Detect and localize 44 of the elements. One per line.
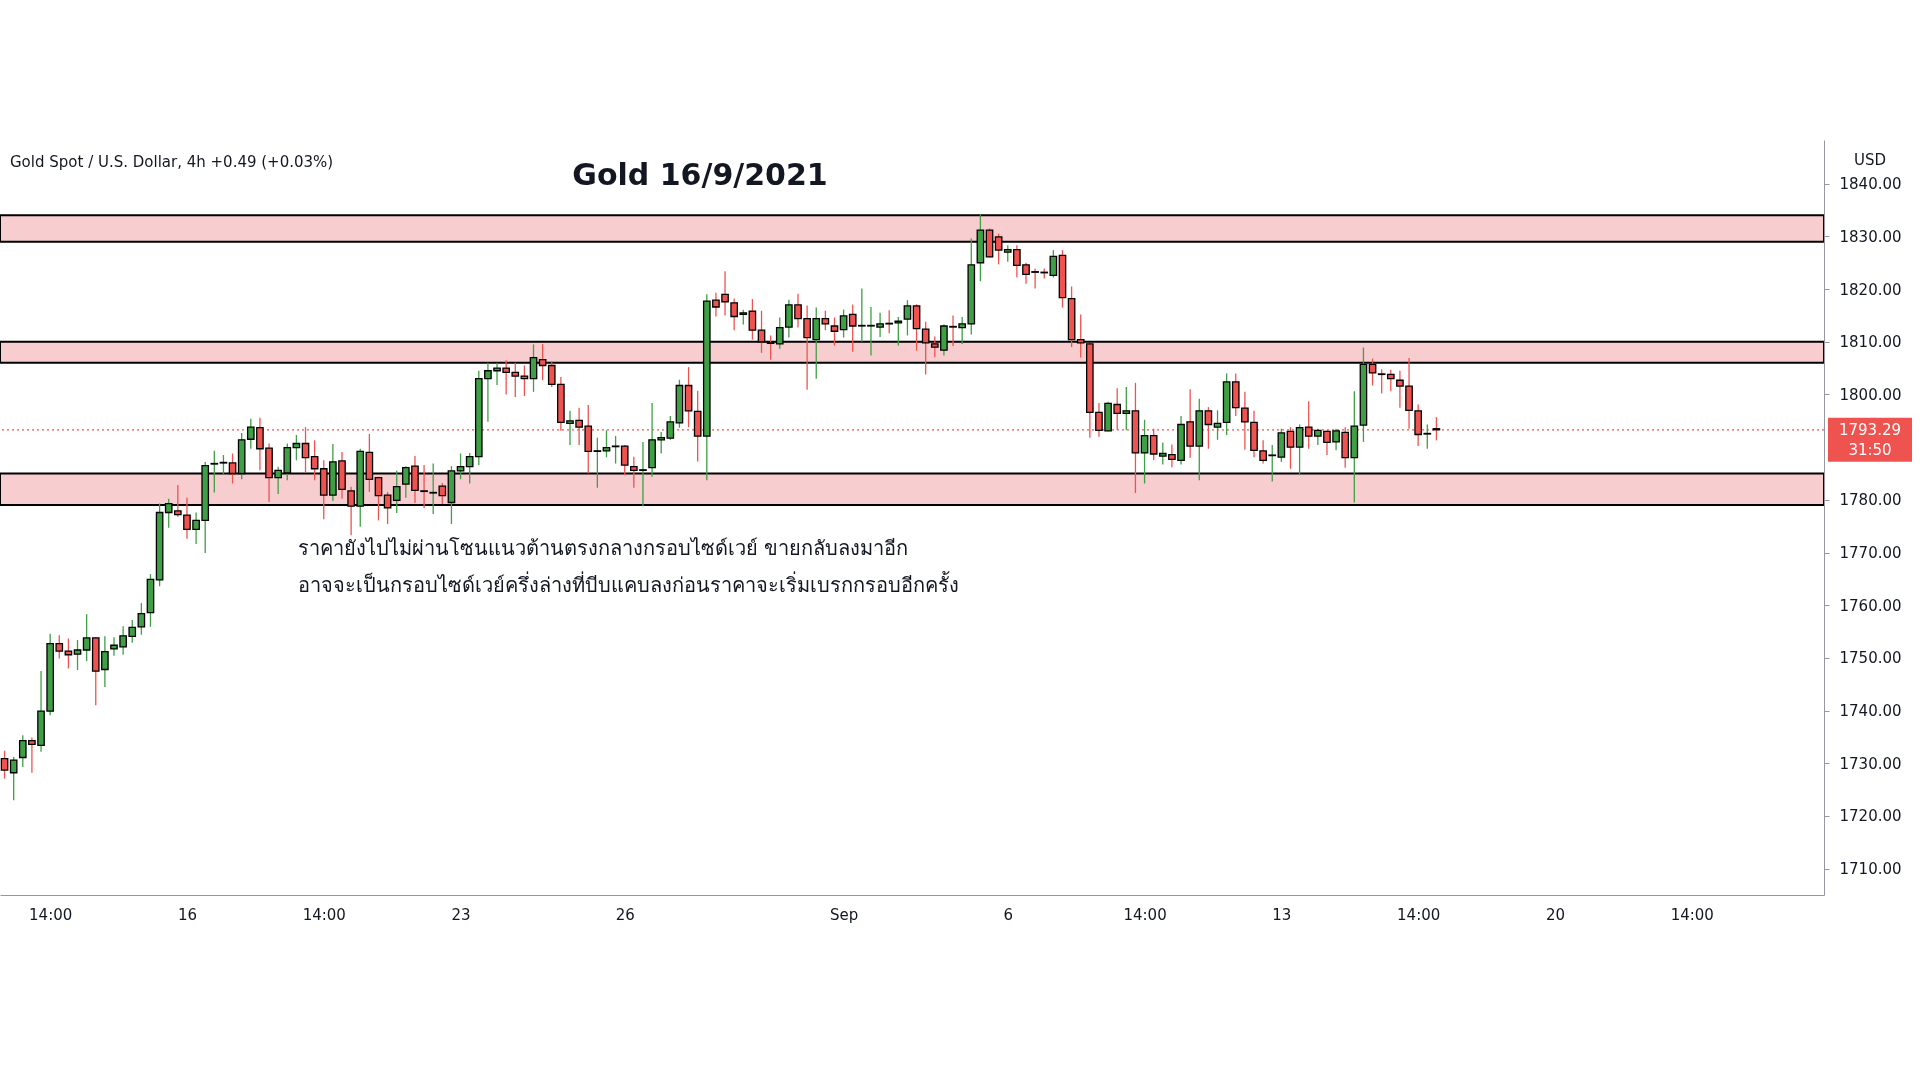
candlestick <box>1213 409 1222 441</box>
x-tick-label: 26 <box>615 905 635 924</box>
x-tick-label: 13 <box>1272 905 1292 924</box>
text: 31:50 <box>1848 440 1892 459</box>
y-axis-title: USD <box>1853 151 1887 169</box>
y-tick-label: 1730.00 <box>1839 754 1902 773</box>
x-tick-label: 14:00 <box>1670 905 1714 924</box>
candlestick <box>9 756 18 801</box>
y-tick-label: 1750.00 <box>1839 649 1902 668</box>
y-tick-label: 1740.00 <box>1839 702 1902 721</box>
x-tick-label: 16 <box>177 905 198 924</box>
y-tick-label: 1760.00 <box>1839 596 1902 615</box>
candlestick <box>1049 249 1058 279</box>
x-tick-label: 14:00 <box>302 905 346 924</box>
y-tick-label: 1800.00 <box>1839 385 1902 404</box>
y-tick-label: 1820.00 <box>1839 280 1902 299</box>
x-tick-label: 14:00 <box>1397 905 1441 924</box>
candlestick <box>82 613 91 662</box>
candlestick <box>903 299 912 337</box>
x-tick-label: 14:00 <box>1123 905 1167 924</box>
x-tick-label: 23 <box>451 905 471 924</box>
x-tick-label: 20 <box>1545 905 1566 924</box>
candlestick <box>73 639 82 671</box>
candlestick <box>839 309 848 339</box>
annotation: อาจจะเป็นกรอบไซด์เวย์ครึ่งล่างที่บีบแคบลงก่อนราคาจะเริ่มเบรกกรอบอีกครั้ง <box>298 571 959 597</box>
annotation: ราคายังไปไม่ผ่านโซนแนวต้านตรงกลางกรอบไซด์เวย์ ขายกลับลงมาอีก <box>298 536 909 560</box>
y-tick-label: 1830.00 <box>1839 227 1902 246</box>
text: Gold 16/9/2021 <box>572 157 828 192</box>
y-tick-label: 1720.00 <box>1839 807 1902 826</box>
y-tick-label: 1810.00 <box>1839 333 1902 352</box>
candlestick <box>64 637 73 670</box>
y-tick-label: 1780.00 <box>1839 491 1902 510</box>
x-tick-label: Sep <box>829 905 859 924</box>
x-tick-label: 14:00 <box>29 905 73 924</box>
ref-line-label: 1793.29 <box>1838 420 1902 439</box>
y-tick-label: 1770.00 <box>1839 544 1902 563</box>
candlestick <box>602 429 611 458</box>
candlestick <box>821 310 830 331</box>
y-tick-label: 1840.00 <box>1839 175 1902 194</box>
x-tick-label: 6 <box>1003 905 1014 924</box>
y-tick-label: 1710.00 <box>1839 860 1902 879</box>
candlestick <box>0 749 9 780</box>
candlestick <box>611 435 620 465</box>
text: Gold Spot / U.S. Dollar, 4h +0.49 (+0.03%) <box>10 153 334 171</box>
